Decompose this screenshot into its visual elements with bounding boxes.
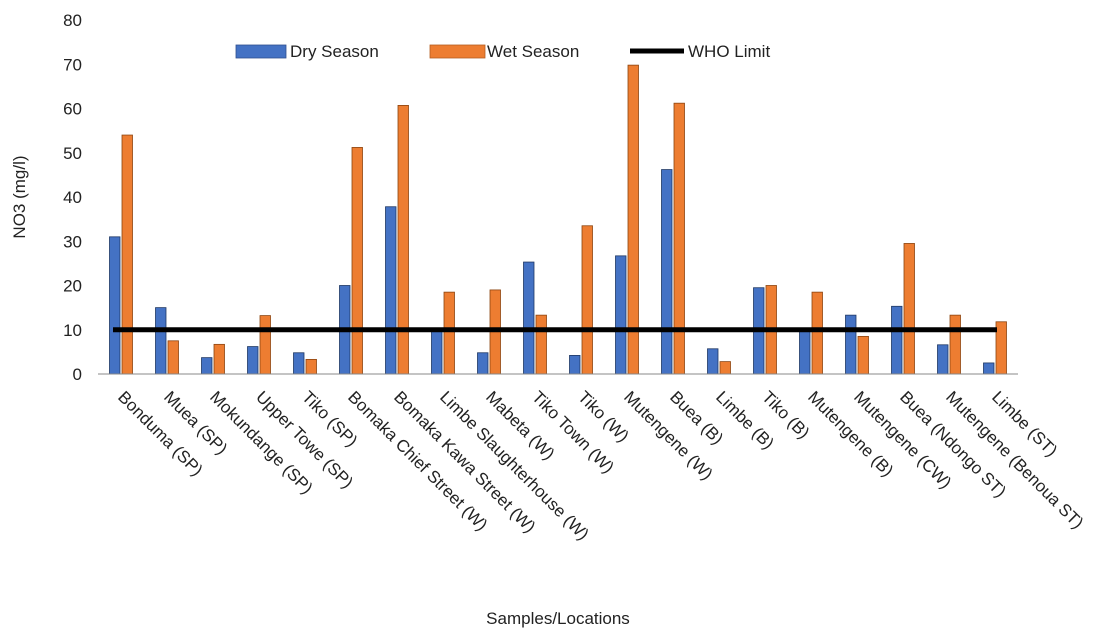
bar-wet-season <box>719 361 731 375</box>
bar-wet-season <box>581 225 593 375</box>
y-axis-title: NO3 (mg/l) <box>10 155 29 238</box>
bar-wet-season <box>397 105 409 375</box>
category-label: Bonduma (SP) <box>114 387 206 479</box>
bar-wet-season <box>351 147 363 375</box>
bar-wet-season <box>259 315 271 375</box>
bar-dry-season <box>845 314 857 375</box>
bar-wet-season <box>857 335 869 375</box>
legend-label-wet: Wet Season <box>487 42 579 61</box>
bar-wet-season <box>443 291 455 375</box>
bar-wet-season <box>305 358 317 375</box>
bar-wet-season <box>995 321 1007 375</box>
bar-dry-season <box>293 352 305 375</box>
legend: Dry Season Wet Season WHO Limit <box>235 42 770 61</box>
bar-wet-season <box>811 291 823 375</box>
bar-dry-season <box>983 362 995 375</box>
bar-dry-season <box>891 305 903 375</box>
y-axis-ticks: 0 10 20 30 40 50 60 70 80 <box>63 11 82 384</box>
bar-dry-season <box>385 206 397 375</box>
bar-dry-season <box>937 344 949 375</box>
y-tick-label: 20 <box>63 277 82 296</box>
bar-wet-season <box>121 134 133 375</box>
bar-dry-season <box>523 261 535 375</box>
bar-wet-season <box>949 314 961 375</box>
bar-dry-season <box>477 352 489 375</box>
bar-dry-season <box>707 348 719 375</box>
bar-wet-season <box>167 340 179 375</box>
bar-dry-season <box>247 346 259 375</box>
bar-dry-season <box>155 307 167 375</box>
y-tick-label: 40 <box>63 188 82 207</box>
category-labels: Bonduma (SP)Muea (SP)Mokundange (SP)Uppe… <box>114 387 1087 543</box>
y-tick-label: 80 <box>63 11 82 30</box>
bar-dry-season <box>799 329 811 375</box>
legend-label-who: WHO Limit <box>688 42 770 61</box>
legend-swatch-wet <box>429 44 486 59</box>
legend-label-dry: Dry Season <box>290 42 379 61</box>
legend-swatch-dry <box>235 44 287 59</box>
bar-dry-season <box>201 357 213 375</box>
y-tick-label: 10 <box>63 321 82 340</box>
y-tick-label: 50 <box>63 144 82 163</box>
y-tick-label: 30 <box>63 232 82 251</box>
bar-dry-season <box>661 169 673 375</box>
y-tick-label: 70 <box>63 55 82 74</box>
x-axis-title: Samples/Locations <box>486 609 630 628</box>
bar-wet-season <box>903 243 915 375</box>
bar-wet-season <box>535 314 547 375</box>
bar-wet-season <box>213 343 225 375</box>
category-label: Mutengene (B) <box>804 387 897 480</box>
bar-dry-season <box>431 329 443 375</box>
bar-wet-season <box>673 102 685 375</box>
y-tick-label: 0 <box>73 365 82 384</box>
bar-dry-season <box>615 255 627 375</box>
bar-dry-season <box>569 355 581 375</box>
bar-dry-season <box>109 236 121 375</box>
y-tick-label: 60 <box>63 100 82 119</box>
